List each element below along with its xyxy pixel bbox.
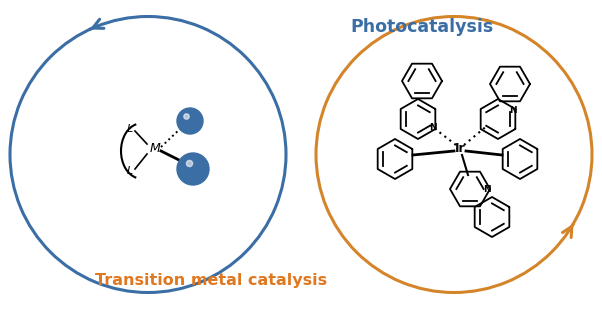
Circle shape [177,153,209,185]
Text: N: N [483,184,491,193]
Text: Photocatalysis: Photocatalysis [350,18,493,36]
Text: N: N [509,106,517,115]
Text: Ir: Ir [455,142,465,155]
Text: L: L [127,166,133,176]
Point [184,161,194,166]
Point [181,113,191,118]
Circle shape [177,108,203,134]
Text: M: M [150,142,160,155]
Text: L: L [127,124,133,134]
Text: Transition metal catalysis: Transition metal catalysis [95,273,327,289]
Text: N: N [429,123,436,132]
